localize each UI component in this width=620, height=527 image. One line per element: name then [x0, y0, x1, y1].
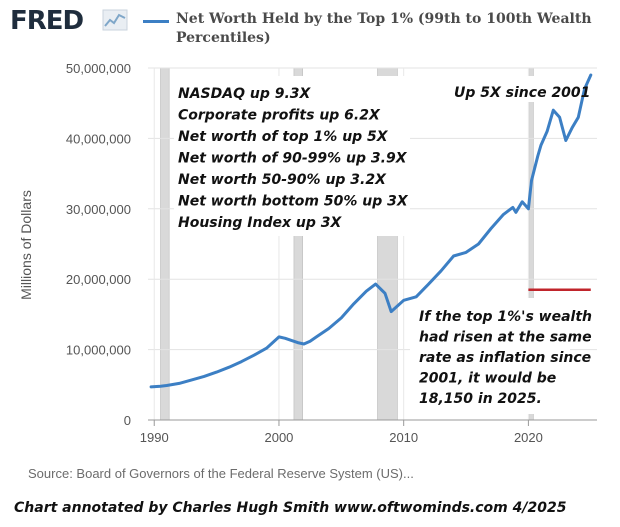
- inflation-note-line: 18,150 in 2025.: [419, 391, 542, 407]
- annotations: NASDAQ up 9.3X Corporate profits up 6.2X N…: [178, 85, 592, 407]
- top-right-background: [448, 76, 588, 102]
- legend-swatch: [143, 20, 169, 23]
- y-tick-label: 50,000,000: [66, 61, 131, 76]
- x-tick-label: 2000: [264, 430, 293, 445]
- inflation-note-line: 2001, it would be: [419, 371, 556, 387]
- axes: 0 10,000,000 20,000,000 30,000,000 40,000,00…: [66, 61, 597, 445]
- series-lines: [149, 73, 593, 389]
- source-note[interactable]: Source: Board of Governors of the Federa…: [28, 466, 414, 481]
- top-right-annotation: Up 5X since 2001: [454, 85, 590, 101]
- fred-chart-icon: [102, 9, 128, 31]
- stats-annotation-line: Net worth bottom 50% up 3X: [178, 194, 409, 210]
- stats-annotation-line: Net worth of top 1% up 5X: [178, 129, 389, 145]
- y-tick-label: 0: [124, 413, 131, 428]
- inflation-note-background: [410, 298, 570, 414]
- y-tick-label: 40,000,000: [66, 131, 131, 146]
- line-chart: 0 10,000,000 20,000,000 30,000,000 40,000,00…: [18, 61, 597, 445]
- y-tick-label: 20,000,000: [66, 272, 131, 287]
- x-tick-label: 2020: [514, 430, 543, 445]
- stats-annotation-line: Net worth 50-90% up 3.2X: [178, 172, 387, 188]
- fred-logo[interactable]: FRED: [10, 6, 84, 36]
- y-tick-label: 10,000,000: [66, 343, 131, 358]
- chart-header: FRED Net Worth Held by the Top 1% (99th …: [0, 0, 620, 58]
- credit-line: Chart annotated by Charles Hugh Smith ww…: [14, 500, 567, 516]
- series-line: [149, 73, 593, 389]
- x-tick-label: 2010: [389, 430, 418, 445]
- inflation-note-line: If the top 1%'s wealth: [419, 309, 592, 325]
- annotation-backgrounds: [174, 76, 588, 414]
- stats-annotation-line: Corporate profits up 6.2X: [178, 108, 381, 124]
- stats-annotation-line: Net worth of 90-99% up 3.9X: [178, 151, 408, 167]
- y-tick-label: 30,000,000: [66, 202, 131, 217]
- inflation-note-line: rate as inflation since: [419, 350, 591, 366]
- recession-band: [160, 67, 170, 421]
- x-tick-label: 1990: [140, 430, 169, 445]
- stats-block-background: [174, 76, 410, 236]
- stats-annotation-line: NASDAQ up 9.3X: [178, 86, 312, 102]
- y-axis-label: Millions of Dollars: [18, 190, 34, 300]
- inflation-note-line: had risen at the same: [419, 330, 592, 346]
- stats-annotation-line: Housing Index up 3X: [178, 215, 342, 231]
- legend-label[interactable]: Net Worth Held by the Top 1% (99th to 10…: [176, 11, 592, 46]
